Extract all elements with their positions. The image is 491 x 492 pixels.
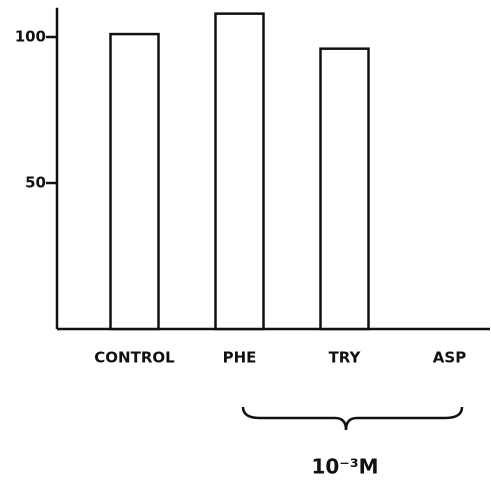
bar — [214, 12, 265, 331]
brace — [241, 406, 464, 431]
x-tick-label: CONTROL — [94, 349, 175, 367]
annotation: 10⁻³M — [311, 455, 378, 479]
bar — [109, 32, 160, 331]
x-tick-label: ASP — [433, 349, 466, 367]
x-tick-label: PHE — [223, 349, 257, 367]
y-tick-label: 100 — [15, 28, 46, 46]
bar — [319, 47, 370, 331]
y-tick-label: 50 — [25, 174, 46, 192]
x-tick-label: TRY — [329, 349, 362, 367]
